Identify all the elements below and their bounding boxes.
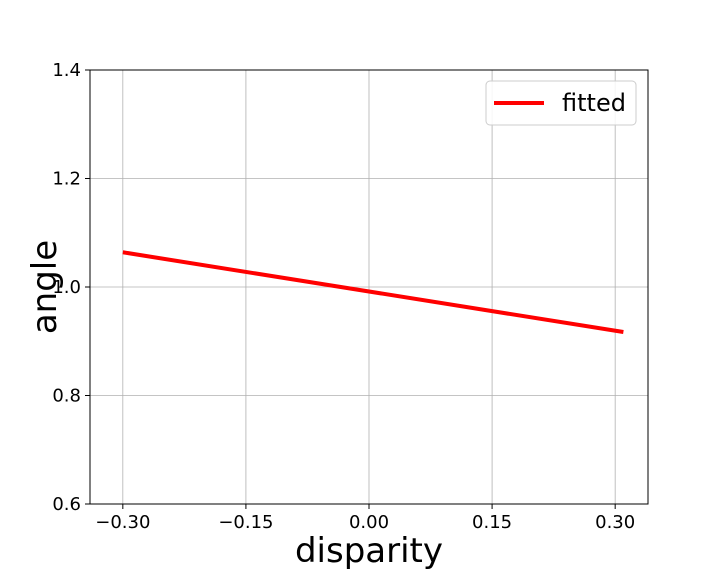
y-tick-label: 1.4 <box>52 60 81 81</box>
grid <box>90 69 648 505</box>
series-line-fitted <box>122 250 624 335</box>
x-tick-label: 0.15 <box>472 512 512 533</box>
x-tick-label: −0.15 <box>218 512 273 533</box>
legend-label: fitted <box>562 89 626 117</box>
x-axis-title: disparity <box>295 531 443 571</box>
x-tick-label: 0.30 <box>595 512 635 533</box>
x-tick-label: 0.00 <box>349 512 389 533</box>
x-tick-label: −0.30 <box>95 512 150 533</box>
y-tick-label: 1.2 <box>52 169 81 190</box>
y-axis-title: angle <box>25 240 65 334</box>
y-tick-label: 0.6 <box>52 494 81 515</box>
legend: fitted <box>485 80 637 126</box>
series-layer <box>122 250 624 335</box>
y-tick-label: 1.0 <box>52 277 81 298</box>
y-axis: 0.6 0.8 1.0 1.2 1.4 <box>52 60 90 515</box>
y-tick-label: 0.8 <box>52 386 81 407</box>
legend-box <box>485 80 637 126</box>
x-axis: −0.30 −0.15 0.00 0.15 0.30 <box>95 504 635 533</box>
